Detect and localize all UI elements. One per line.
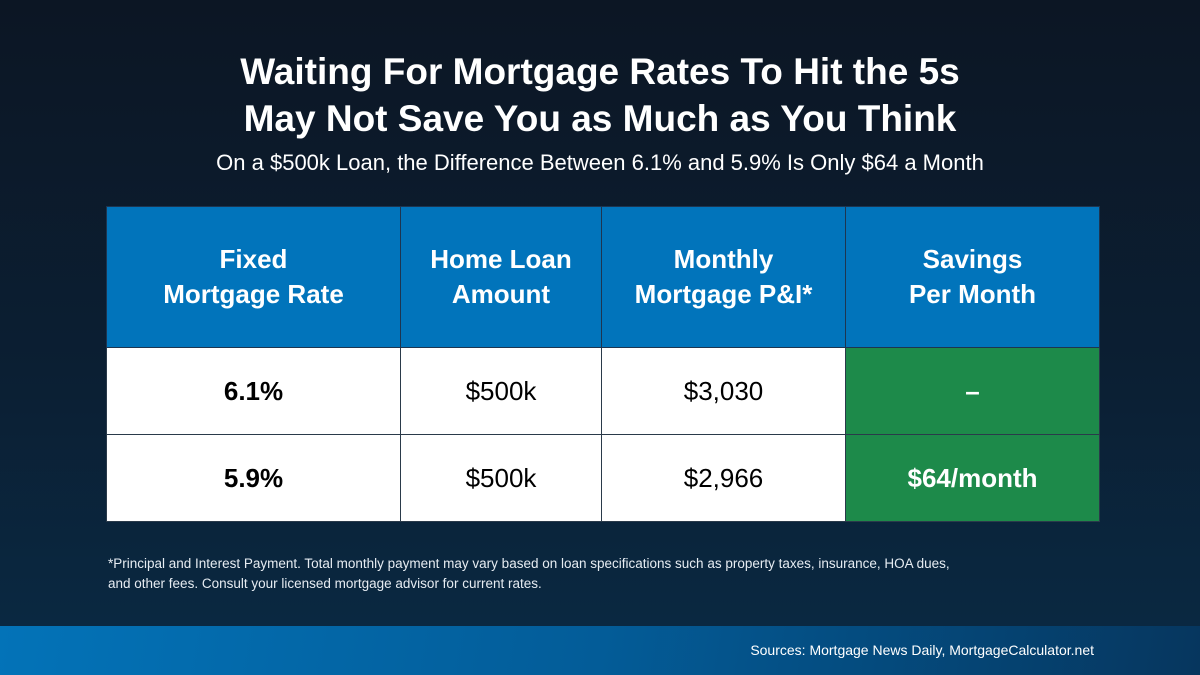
table-cell: 6.1% [106,347,401,435]
sources-band: Sources: Mortgage News Daily, MortgageCa… [0,626,1200,675]
header-row: Fixed Mortgage Rate Home Loan Amount Monthly… [106,206,1100,348]
table-row: 6.1% $500k $3,030– [106,347,1100,435]
footnote: *Principal and Interest Payment. Total m… [108,554,1098,594]
mortgage-table: Fixed Mortgage Rate Home Loan Amount Monthly… [106,206,1100,522]
table-cell: $3,030 [601,347,846,435]
title-line-2: May Not Save You as Much as You Think [243,98,957,139]
table-cell: $2,966 [601,434,846,522]
column-header: Monthly Mortgage P&I* [601,206,846,348]
sources: Sources: Mortgage News Daily, MortgageCa… [750,642,1094,658]
savings-cell: $64/month [845,434,1100,522]
table-cell: $500k [400,434,602,522]
subtitle: On a $500k Loan, the Difference Between … [216,150,984,175]
table-cell: 5.9% [106,434,401,522]
column-header: Home Loan Amount [400,206,602,348]
column-header: Savings Per Month [845,206,1100,348]
footnote-line-2: and other fees. Consult your licensed mo… [108,576,542,591]
title: Waiting For Mortgage Rates To Hit the 5s… [0,48,1200,142]
savings-cell: – [845,347,1100,435]
title-line-1: Waiting For Mortgage Rates To Hit the 5s [240,51,960,92]
column-header: Fixed Mortgage Rate [106,206,401,348]
table-cell: $500k [400,347,602,435]
footnote-line-1: *Principal and Interest Payment. Total m… [108,556,950,571]
table-row: 5.9% $500k $2,966 $64/month [106,434,1100,522]
